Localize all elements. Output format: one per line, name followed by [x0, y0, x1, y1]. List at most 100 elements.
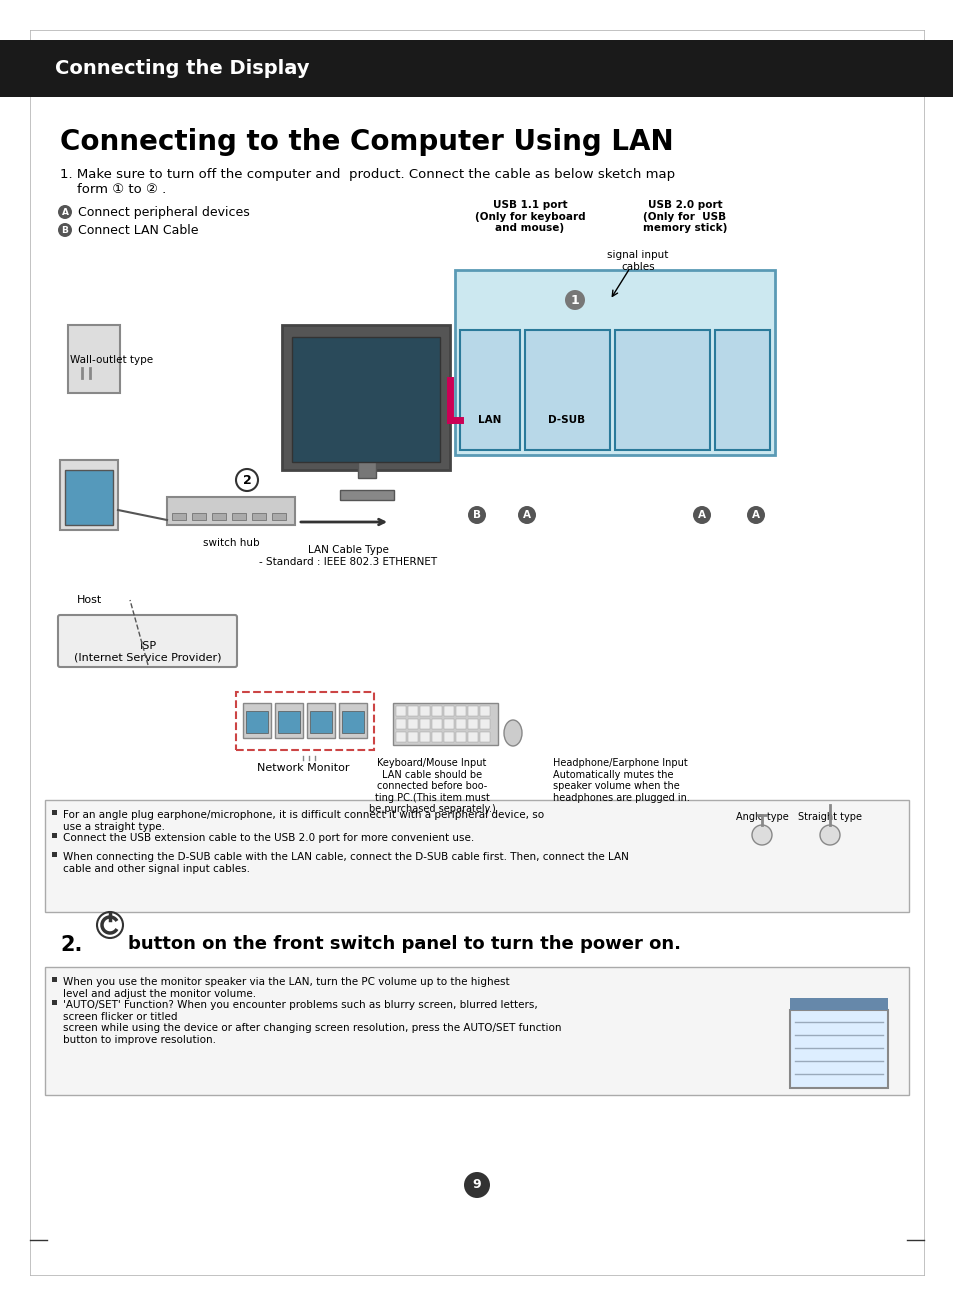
Text: A: A: [698, 510, 705, 519]
Circle shape: [468, 506, 485, 525]
Bar: [192, 513, 206, 519]
Bar: [455, 270, 774, 455]
Bar: [357, 453, 375, 478]
Bar: [45, 800, 908, 912]
Text: Host: Host: [76, 595, 102, 606]
Text: 'AUTO/SET' Function? When you encounter problems such as blurry screen, blurred : 'AUTO/SET' Function? When you encounter …: [63, 1000, 561, 1045]
Circle shape: [463, 1172, 490, 1198]
Text: When you use the monitor speaker via the LAN, turn the PC volume up to the highe: When you use the monitor speaker via the…: [63, 977, 509, 998]
Bar: [479, 719, 490, 729]
Bar: [0, 40, 953, 97]
Bar: [52, 852, 57, 857]
Bar: [432, 732, 441, 743]
Bar: [52, 1000, 57, 1005]
Bar: [479, 706, 490, 716]
Bar: [338, 703, 367, 739]
Bar: [68, 325, 120, 393]
Bar: [212, 513, 226, 519]
Text: ISP
(Internet Service Provider): ISP (Internet Service Provider): [74, 641, 221, 663]
Text: Network Monitor: Network Monitor: [256, 763, 349, 773]
Bar: [408, 719, 417, 729]
Text: Connect the USB extension cable to the USB 2.0 port for more convenient use.: Connect the USB extension cable to the U…: [63, 833, 474, 843]
Circle shape: [235, 468, 257, 491]
Text: Connecting to the Computer Using LAN: Connecting to the Computer Using LAN: [60, 128, 673, 157]
Ellipse shape: [503, 720, 521, 746]
Bar: [615, 330, 709, 450]
Bar: [52, 833, 57, 838]
Bar: [443, 719, 454, 729]
Bar: [789, 998, 887, 1010]
Bar: [277, 711, 299, 733]
Bar: [45, 967, 908, 1095]
Bar: [235, 692, 374, 750]
Text: button on the front switch panel to turn the power on.: button on the front switch panel to turn…: [128, 934, 680, 953]
Text: 2.: 2.: [60, 934, 82, 955]
Bar: [408, 706, 417, 716]
Bar: [307, 703, 335, 739]
Bar: [419, 732, 430, 743]
Bar: [456, 719, 465, 729]
Bar: [393, 703, 497, 745]
Text: LAN: LAN: [477, 415, 501, 425]
Text: A: A: [61, 207, 69, 217]
Circle shape: [751, 825, 771, 846]
Text: Connecting the Display: Connecting the Display: [55, 59, 309, 77]
Text: 2: 2: [242, 474, 251, 487]
Bar: [456, 732, 465, 743]
Bar: [395, 719, 406, 729]
Bar: [714, 330, 769, 450]
Bar: [395, 706, 406, 716]
Bar: [432, 706, 441, 716]
Circle shape: [517, 506, 536, 525]
Text: USB 2.0 port
(Only for  USB
memory stick): USB 2.0 port (Only for USB memory stick): [642, 200, 726, 234]
Bar: [65, 470, 112, 525]
Bar: [524, 330, 609, 450]
Bar: [232, 513, 246, 519]
Bar: [395, 732, 406, 743]
Text: When connecting the D-SUB cable with the LAN cable, connect the D-SUB cable firs: When connecting the D-SUB cable with the…: [63, 852, 628, 873]
Bar: [341, 711, 364, 733]
Bar: [272, 513, 286, 519]
Bar: [468, 719, 477, 729]
Bar: [246, 711, 268, 733]
Text: A: A: [522, 510, 531, 519]
Bar: [443, 706, 454, 716]
Bar: [310, 711, 332, 733]
Bar: [339, 489, 394, 500]
Bar: [52, 977, 57, 981]
Text: Wall-outlet type: Wall-outlet type: [70, 355, 153, 365]
Bar: [468, 732, 477, 743]
Bar: [274, 703, 303, 739]
Bar: [468, 706, 477, 716]
Bar: [252, 513, 266, 519]
Text: LAN Cable Type
- Standard : IEEE 802.3 ETHERNET: LAN Cable Type - Standard : IEEE 802.3 E…: [258, 545, 436, 566]
Text: USB 1.1 port
(Only for keyboard
and mouse): USB 1.1 port (Only for keyboard and mous…: [475, 200, 585, 234]
Text: switch hub: switch hub: [202, 538, 259, 548]
Text: A: A: [751, 510, 760, 519]
Text: B: B: [62, 226, 69, 235]
Text: For an angle plug earphone/microphone, it is difficult connect it with a periphe: For an angle plug earphone/microphone, i…: [63, 810, 543, 831]
Circle shape: [58, 205, 71, 219]
Circle shape: [820, 825, 840, 846]
Bar: [172, 513, 186, 519]
Bar: [52, 810, 57, 816]
Text: D-SUB: D-SUB: [548, 415, 585, 425]
Circle shape: [692, 506, 710, 525]
Circle shape: [564, 290, 584, 311]
Bar: [456, 706, 465, 716]
Circle shape: [58, 223, 71, 238]
Bar: [292, 337, 439, 462]
Bar: [419, 706, 430, 716]
Text: 1: 1: [570, 294, 578, 307]
Bar: [419, 719, 430, 729]
Text: Connect peripheral devices: Connect peripheral devices: [78, 205, 250, 218]
Text: Headphone/Earphone Input
Automatically mutes the
speaker volume when the
headpho: Headphone/Earphone Input Automatically m…: [553, 758, 689, 803]
Bar: [432, 719, 441, 729]
Text: 9: 9: [472, 1178, 481, 1191]
Text: Straight type: Straight type: [797, 812, 862, 822]
Bar: [243, 703, 271, 739]
Text: 1. Make sure to turn off the computer and  product. Connect the cable as below s: 1. Make sure to turn off the computer an…: [60, 168, 675, 196]
Text: signal input
cables: signal input cables: [607, 251, 668, 271]
Text: Angle type: Angle type: [735, 812, 787, 822]
FancyBboxPatch shape: [58, 615, 236, 667]
